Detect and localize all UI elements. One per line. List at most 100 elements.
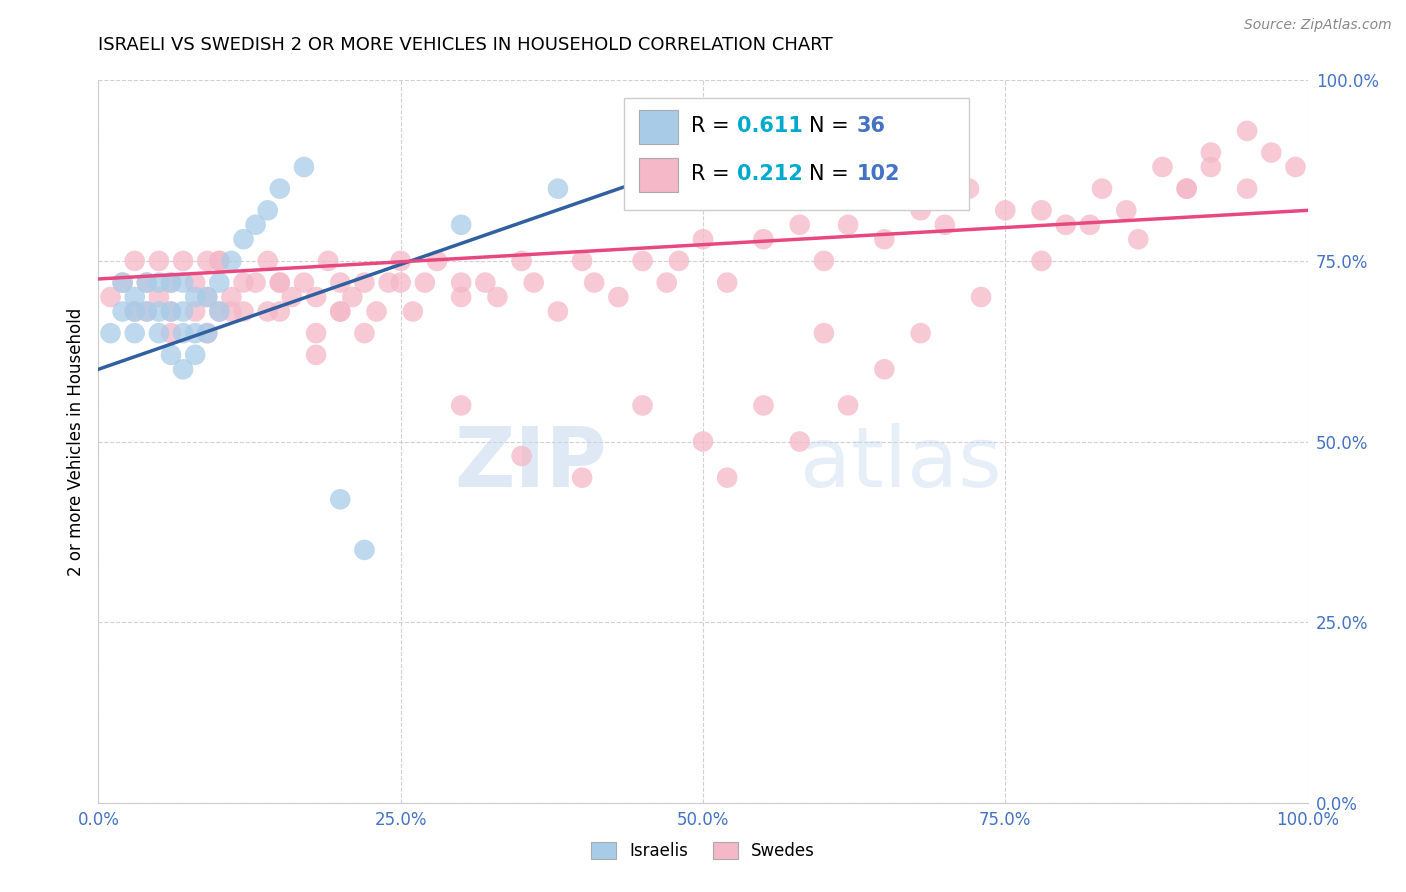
Point (160, 304, 183, 318)
Point (353, 326, 375, 340)
Point (1236, 182, 1258, 196)
Text: 0.611: 0.611 (737, 116, 803, 136)
Point (583, 276, 606, 290)
Point (1078, 218, 1101, 232)
Point (172, 326, 194, 340)
Point (450, 398, 472, 412)
Text: R =: R = (690, 116, 737, 136)
Text: 102: 102 (856, 164, 900, 185)
Point (124, 290, 146, 304)
Point (837, 218, 859, 232)
Point (510, 253, 533, 268)
Point (305, 348, 328, 362)
Point (184, 326, 207, 340)
Point (111, 304, 134, 318)
Point (232, 232, 254, 246)
Point (292, 276, 315, 290)
Point (366, 304, 388, 318)
Point (450, 290, 472, 304)
Point (1260, 145, 1282, 160)
Point (752, 232, 775, 246)
Point (256, 304, 278, 318)
Point (1054, 218, 1077, 232)
Point (208, 304, 231, 318)
Point (1175, 182, 1198, 196)
Point (135, 304, 157, 318)
Point (547, 304, 569, 318)
Point (910, 326, 932, 340)
Point (232, 276, 254, 290)
Point (124, 326, 146, 340)
Point (957, 182, 980, 196)
Point (124, 253, 146, 268)
Point (402, 304, 425, 318)
Point (172, 362, 194, 376)
Bar (624, 98, 969, 211)
Point (1091, 182, 1114, 196)
Point (160, 304, 183, 318)
Point (910, 203, 932, 218)
Point (813, 326, 835, 340)
Point (789, 434, 811, 449)
Point (148, 290, 170, 304)
Point (184, 276, 207, 290)
Point (353, 276, 375, 290)
Point (571, 253, 593, 268)
Point (172, 253, 194, 268)
Point (245, 276, 267, 290)
Point (716, 470, 738, 484)
Point (148, 253, 170, 268)
Point (172, 276, 194, 290)
Point (873, 232, 896, 246)
Point (172, 304, 194, 318)
Point (353, 542, 375, 557)
Point (450, 218, 472, 232)
Point (195, 290, 218, 304)
Point (148, 326, 170, 340)
Point (413, 276, 436, 290)
Point (111, 276, 134, 290)
Point (148, 276, 170, 290)
Point (1152, 160, 1174, 174)
Point (281, 290, 304, 304)
Point (305, 290, 328, 304)
Point (208, 276, 231, 290)
Point (329, 304, 352, 318)
Point (329, 276, 352, 290)
Text: N =: N = (810, 116, 856, 136)
Point (269, 182, 291, 196)
Point (510, 449, 533, 463)
Point (426, 253, 449, 268)
Point (389, 253, 412, 268)
Point (124, 304, 146, 318)
Point (305, 326, 328, 340)
Y-axis label: 2 or more Vehicles in Household: 2 or more Vehicles in Household (66, 308, 84, 575)
Text: Source: ZipAtlas.com: Source: ZipAtlas.com (1244, 18, 1392, 32)
Point (195, 253, 218, 268)
Bar (638, 158, 678, 192)
Point (269, 304, 291, 318)
Point (160, 326, 183, 340)
Text: 36: 36 (856, 116, 886, 136)
Point (100, 290, 122, 304)
Point (135, 276, 157, 290)
Point (1199, 160, 1222, 174)
Point (1128, 232, 1150, 246)
Point (1031, 203, 1053, 218)
Point (1284, 160, 1306, 174)
Point (195, 290, 218, 304)
Point (195, 326, 218, 340)
Point (873, 362, 896, 376)
Point (486, 290, 509, 304)
Point (316, 253, 339, 268)
Text: ISRAELI VS SWEDISH 2 OR MORE VEHICLES IN HOUSEHOLD CORRELATION CHART: ISRAELI VS SWEDISH 2 OR MORE VEHICLES IN… (98, 36, 832, 54)
Point (269, 276, 291, 290)
Point (813, 253, 835, 268)
Point (184, 290, 207, 304)
Point (389, 276, 412, 290)
Point (256, 203, 278, 218)
Point (571, 470, 593, 484)
Point (329, 492, 352, 507)
Point (1031, 253, 1053, 268)
Text: ZIP: ZIP (454, 423, 606, 504)
